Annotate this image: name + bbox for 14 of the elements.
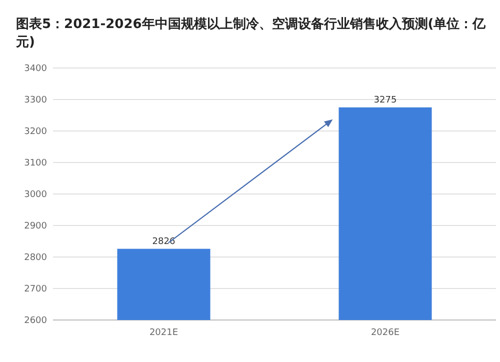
y-tick-label: 3200 (24, 127, 48, 138)
y-tick-label: 2900 (24, 222, 48, 232)
y-tick-label: 2600 (24, 316, 48, 326)
chart-title: 图表5：2021-2026年中国规模以上制冷、空调设备行业销售收入预测(单位：亿元) (15, 16, 487, 50)
data-label: 3275 (374, 95, 397, 106)
y-tick-label: 2700 (24, 284, 48, 295)
y-tick-label: 3300 (24, 96, 48, 106)
y-tick-label: 3100 (24, 158, 48, 169)
data-label: 2826 (152, 236, 176, 247)
y-tick-label: 3000 (24, 190, 48, 200)
x-tick-label: 2026E (370, 328, 400, 338)
y-tick-label: 2800 (24, 253, 48, 264)
x-tick-label: 2021E (149, 328, 178, 338)
y-tick-label: 3400 (24, 64, 48, 74)
